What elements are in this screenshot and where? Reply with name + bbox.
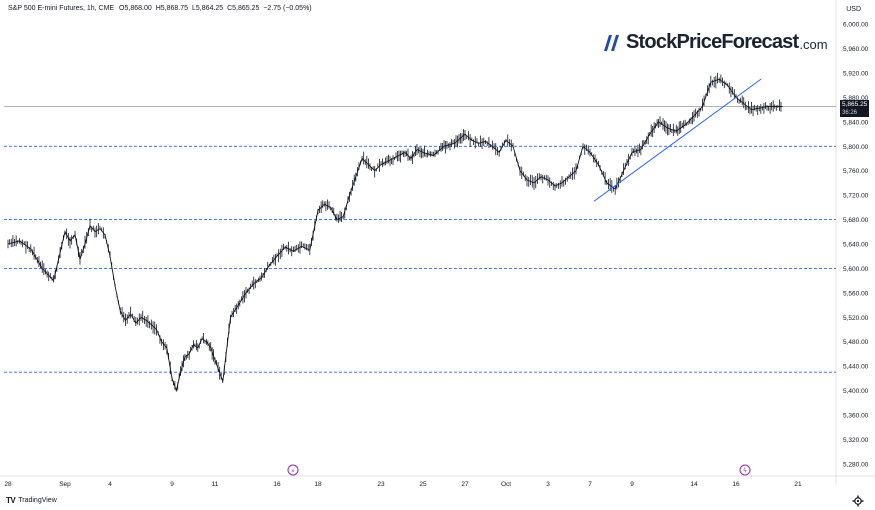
y-tick-label: 5,560.00 [843, 290, 869, 297]
bar-countdown: 36:26 [842, 110, 858, 117]
close-label: C [227, 5, 233, 12]
y-tick-label: 5,960.00 [843, 46, 869, 53]
close-value: 5,865.25 [232, 5, 260, 12]
y-tick-label: 5,480.00 [843, 339, 869, 346]
y-tick-label: 5,400.00 [843, 388, 869, 395]
x-tick-label: 16 [732, 481, 740, 488]
x-tick-label: 11 [212, 481, 219, 488]
y-tick-label: 5,320.00 [843, 437, 869, 444]
x-tick-label: 4 [108, 481, 112, 488]
y-tick-label: 5,920.00 [843, 71, 869, 78]
currency-label[interactable]: USD [846, 6, 861, 13]
x-tick-label: 23 [377, 481, 385, 488]
x-tick-label: Oct [501, 481, 511, 488]
earnings-event-icon[interactable] [739, 464, 751, 476]
y-tick-label: 5,520.00 [843, 315, 869, 322]
y-tick-label: 5,800.00 [843, 144, 869, 151]
y-tick-label: 5,360.00 [843, 412, 869, 419]
brand-name: StockPriceForecast [626, 31, 799, 53]
high-value: 5,868.75 [160, 5, 189, 12]
ohlc-header: S&P 500 E-mini Futures, 1h, CME O5,868.0… [8, 5, 312, 12]
tradingview-logo[interactable]: TV TradingView [6, 496, 57, 505]
y-tick-label: 5,280.00 [843, 461, 869, 468]
y-tick-label: 5,440.00 [843, 364, 869, 371]
open-label: O [119, 5, 125, 12]
settings-gear-icon[interactable] [852, 495, 864, 507]
x-tick-label: 21 [794, 481, 802, 488]
price-series-line[interactable] [7, 78, 783, 393]
current-price-tag: 5,865.25 36:26 [840, 100, 869, 118]
y-tick-label: 5,640.00 [843, 242, 869, 249]
open-value: 5,868.00 [124, 5, 152, 12]
x-tick-label: 27 [461, 481, 469, 488]
brand-logo: StockPriceForecast .com [600, 31, 828, 54]
y-tick-label: 5,680.00 [843, 217, 869, 224]
earnings-event-glyph: ϟ [743, 468, 747, 475]
y-tick-label: 5,600.00 [843, 266, 869, 273]
y-tick-label: 5,720.00 [843, 193, 869, 200]
y-tick-label: 5,880.00 [843, 95, 869, 102]
x-tick-label: 7 [588, 481, 592, 488]
x-tick-label: 14 [690, 481, 698, 488]
current-price-value: 5,865.25 [842, 101, 868, 109]
x-tick-label: 18 [314, 481, 322, 488]
x-tick-label: 16 [273, 481, 281, 488]
uptrend-line[interactable] [593, 78, 762, 202]
y-tick-label: 5,760.00 [843, 168, 869, 175]
x-tick-label: Sep [59, 481, 71, 488]
y-tick-label: 5,840.00 [843, 119, 869, 126]
low-value: 5,864.25 [195, 5, 224, 12]
high-label: H [155, 5, 161, 12]
brand-tld: .com [799, 37, 828, 52]
x-tick-label: 3 [546, 481, 550, 488]
dividend-event-icon[interactable] [287, 464, 299, 476]
tradingview-logo-text: TradingView [18, 497, 57, 504]
tradingview-logo-icon: TV [6, 496, 16, 505]
x-tick-label: 25 [419, 481, 427, 488]
change-value: −2.75 (−0.05%) [263, 5, 312, 12]
low-label: L [191, 5, 196, 12]
symbol-label[interactable]: S&P 500 E-mini Futures, 1h, CME [8, 5, 115, 12]
brand-slash-icon [604, 34, 619, 51]
x-tick-label: 9 [630, 481, 634, 488]
x-tick-label: 28 [4, 481, 12, 488]
dividend-event-glyph: » [291, 468, 295, 475]
x-tick-label: 9 [170, 481, 174, 488]
y-tick-label: 6,000.00 [843, 22, 869, 29]
